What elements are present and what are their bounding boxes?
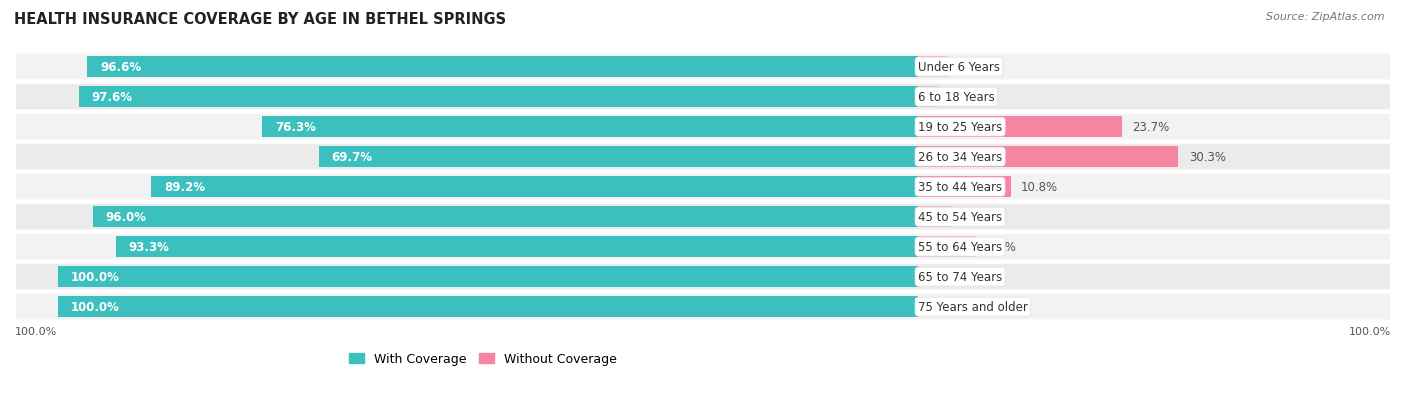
- Text: 96.0%: 96.0%: [105, 211, 146, 223]
- FancyBboxPatch shape: [15, 173, 1391, 201]
- FancyBboxPatch shape: [15, 114, 1391, 141]
- Bar: [79, 87, 918, 107]
- Bar: [58, 267, 918, 287]
- Bar: [918, 147, 1178, 167]
- Bar: [115, 237, 918, 257]
- Bar: [918, 207, 952, 227]
- Text: 100.0%: 100.0%: [72, 300, 120, 313]
- Text: 19 to 25 Years: 19 to 25 Years: [918, 121, 1002, 134]
- Text: HEALTH INSURANCE COVERAGE BY AGE IN BETHEL SPRINGS: HEALTH INSURANCE COVERAGE BY AGE IN BETH…: [14, 12, 506, 27]
- Text: 93.3%: 93.3%: [128, 241, 170, 254]
- Bar: [262, 117, 918, 138]
- Text: 0.0%: 0.0%: [928, 271, 957, 283]
- Legend: With Coverage, Without Coverage: With Coverage, Without Coverage: [344, 347, 621, 370]
- Text: 97.6%: 97.6%: [91, 91, 132, 104]
- Text: 45 to 54 Years: 45 to 54 Years: [918, 211, 1002, 223]
- Bar: [87, 57, 918, 78]
- Text: 100.0%: 100.0%: [72, 271, 120, 283]
- Text: 89.2%: 89.2%: [165, 181, 205, 194]
- Bar: [150, 177, 918, 197]
- Text: 10.8%: 10.8%: [1021, 181, 1059, 194]
- Text: 2.4%: 2.4%: [949, 91, 979, 104]
- Text: 35 to 44 Years: 35 to 44 Years: [918, 181, 1002, 194]
- Text: 69.7%: 69.7%: [332, 151, 373, 164]
- FancyBboxPatch shape: [15, 293, 1391, 320]
- Bar: [918, 117, 1122, 138]
- FancyBboxPatch shape: [15, 203, 1391, 231]
- FancyBboxPatch shape: [15, 83, 1391, 111]
- Text: 0.0%: 0.0%: [928, 300, 957, 313]
- Text: 55 to 64 Years: 55 to 64 Years: [918, 241, 1002, 254]
- Text: 75 Years and older: 75 Years and older: [918, 300, 1028, 313]
- Text: 6.7%: 6.7%: [986, 241, 1015, 254]
- FancyBboxPatch shape: [15, 143, 1391, 171]
- Text: 96.6%: 96.6%: [100, 61, 142, 74]
- Text: 65 to 74 Years: 65 to 74 Years: [918, 271, 1002, 283]
- Bar: [918, 57, 948, 78]
- Text: 30.3%: 30.3%: [1189, 151, 1226, 164]
- Text: 100.0%: 100.0%: [15, 326, 58, 336]
- Text: 100.0%: 100.0%: [1348, 326, 1391, 336]
- FancyBboxPatch shape: [15, 233, 1391, 261]
- Text: Source: ZipAtlas.com: Source: ZipAtlas.com: [1267, 12, 1385, 22]
- Text: 23.7%: 23.7%: [1132, 121, 1170, 134]
- FancyBboxPatch shape: [15, 54, 1391, 81]
- Text: Under 6 Years: Under 6 Years: [918, 61, 1000, 74]
- Bar: [93, 207, 918, 227]
- Text: 3.4%: 3.4%: [957, 61, 987, 74]
- Text: 26 to 34 Years: 26 to 34 Years: [918, 151, 1002, 164]
- Text: 4.0%: 4.0%: [963, 211, 993, 223]
- Bar: [58, 297, 918, 317]
- Text: 76.3%: 76.3%: [274, 121, 316, 134]
- FancyBboxPatch shape: [15, 263, 1391, 291]
- Bar: [918, 237, 976, 257]
- Bar: [918, 87, 939, 107]
- Text: 6 to 18 Years: 6 to 18 Years: [918, 91, 994, 104]
- Bar: [319, 147, 918, 167]
- Bar: [918, 177, 1011, 197]
